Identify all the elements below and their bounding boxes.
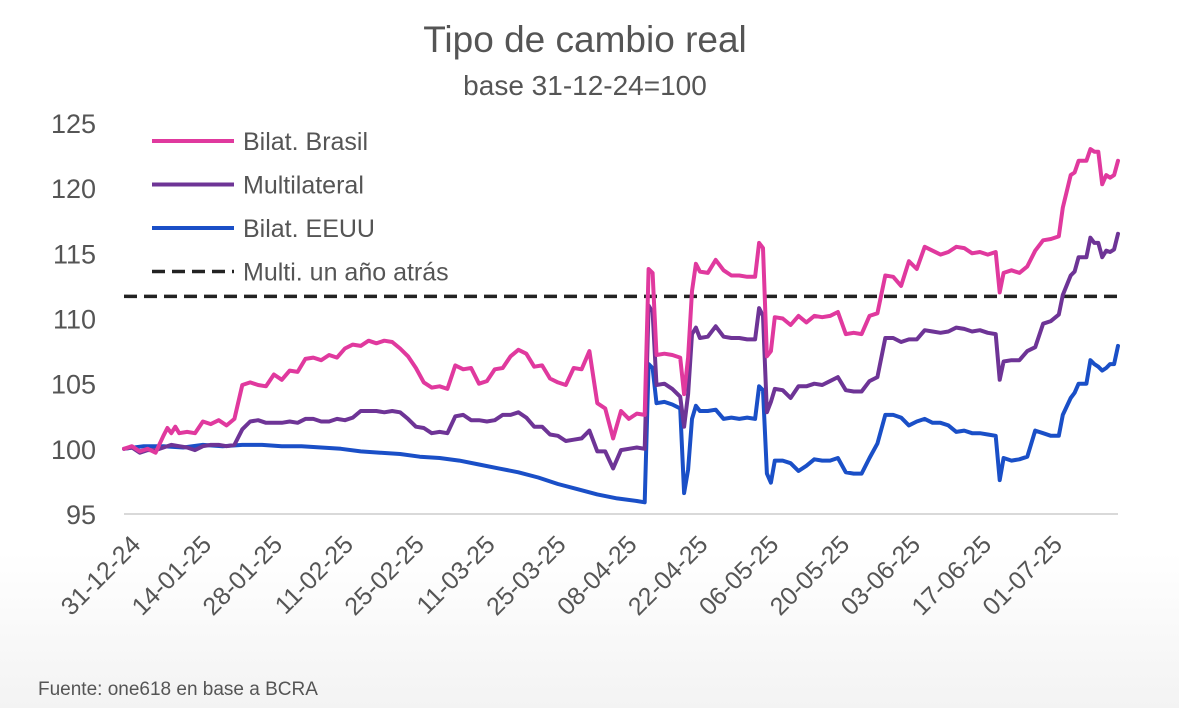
legend-item: Multi. un año atrás — [152, 259, 449, 287]
y-tick-label: 100 — [51, 435, 96, 465]
x-axis: 31-12-2414-01-2528-01-2511-02-2525-02-25… — [56, 530, 1068, 621]
series-line-bilat-brasil — [122, 147, 1120, 455]
y-tick-label: 105 — [51, 370, 96, 400]
y-axis: 95 100 105 110 115 120 125 — [51, 109, 96, 530]
legend-item: Bilat. EEUU — [152, 215, 375, 243]
chart-subtitle: base 31-12-24=100 — [463, 70, 707, 101]
x-tick-label: 28-01-25 — [197, 530, 288, 621]
x-tick-label: 25-02-25 — [339, 530, 430, 621]
chart-title: Tipo de cambio real — [423, 19, 747, 60]
y-tick-label: 120 — [51, 174, 96, 204]
x-tick-label: 01-07-25 — [977, 530, 1068, 621]
legend-label: Multi. un año atrás — [243, 259, 449, 287]
legend-item: Bilat. Brasil — [152, 128, 368, 156]
series-line-bilat-eeuu — [122, 343, 1120, 505]
y-tick-label: 110 — [53, 305, 96, 335]
y-tick-label: 95 — [66, 500, 96, 530]
series-line-multilateral — [122, 231, 1120, 471]
legend-label: Bilat. EEUU — [243, 215, 375, 243]
source-note: Fuente: one618 en base a BCRA — [38, 679, 318, 700]
series-group — [122, 147, 1120, 505]
legend-label: Multilateral — [243, 172, 364, 200]
y-tick-label: 125 — [51, 109, 96, 139]
legend-label: Bilat. Brasil — [243, 128, 368, 156]
legend-item: Multilateral — [152, 172, 364, 200]
legend: Bilat. Brasil Multilateral Bilat. EEUU Mult… — [152, 128, 449, 287]
y-tick-label: 115 — [53, 239, 96, 269]
